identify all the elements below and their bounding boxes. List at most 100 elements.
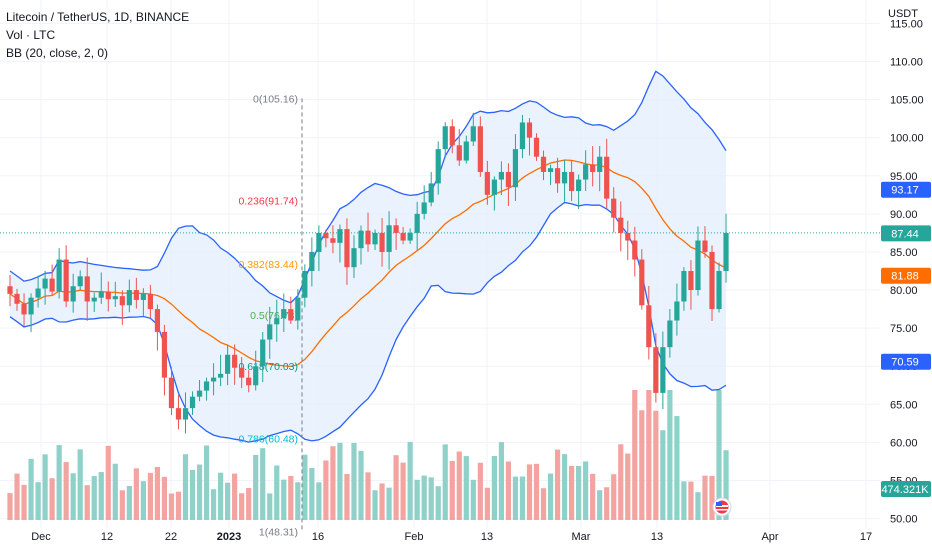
chart-legend: Litecoin / TetherUS, 1D, BINANCE Vol · L… bbox=[6, 8, 189, 62]
volume-bar bbox=[140, 481, 146, 520]
volume-bar bbox=[182, 454, 189, 520]
volume-bar bbox=[337, 442, 343, 520]
candle-body bbox=[119, 296, 125, 306]
y-tick-label: 115.00 bbox=[890, 18, 923, 30]
candle-body bbox=[56, 259, 62, 292]
fib-level-label: 0(105.16) bbox=[253, 93, 298, 105]
bollinger-indicator-label[interactable]: BB (20, close, 2, 0) bbox=[6, 46, 109, 60]
candle-body bbox=[611, 198, 617, 218]
candle-body bbox=[281, 309, 287, 319]
volume-bar bbox=[133, 468, 139, 520]
candle-body bbox=[98, 291, 104, 298]
volume-bar bbox=[393, 455, 399, 520]
volume-bar bbox=[253, 454, 259, 520]
candle-body bbox=[618, 217, 624, 233]
candle-body bbox=[133, 290, 139, 300]
fibonacci-retracement[interactable]: 0(105.16)0.236(91.74)0.382(83.44)0.5(76.… bbox=[238, 93, 303, 538]
volume-bar bbox=[112, 463, 118, 520]
candle-body bbox=[196, 390, 203, 397]
volume-bar bbox=[386, 487, 392, 520]
volume-bar bbox=[421, 475, 427, 520]
y-tick-label: 95.00 bbox=[890, 171, 918, 183]
x-tick-label: Feb bbox=[405, 531, 424, 543]
candle-body bbox=[295, 297, 301, 321]
x-tick-label: Mar bbox=[572, 531, 591, 543]
candle-body bbox=[14, 293, 20, 304]
candle-body bbox=[323, 232, 329, 239]
candle-body bbox=[421, 202, 427, 214]
volume-bar bbox=[267, 493, 273, 520]
volume-bar bbox=[302, 454, 308, 520]
y-tick-label: 65.00 bbox=[890, 399, 918, 411]
candle-body bbox=[28, 297, 34, 315]
volume-bar bbox=[702, 475, 708, 520]
volume-bar bbox=[295, 482, 301, 520]
volume-bar bbox=[428, 477, 434, 520]
price-tag bbox=[881, 267, 931, 284]
candle-body bbox=[175, 408, 182, 420]
candle-body bbox=[189, 396, 196, 409]
volume-bar bbox=[351, 442, 357, 520]
candle-body bbox=[112, 296, 118, 300]
volume-bar bbox=[49, 478, 55, 520]
volume-bar bbox=[674, 416, 680, 520]
candle-body bbox=[428, 183, 434, 203]
volume-bar bbox=[491, 456, 497, 520]
x-tick-label: 13 bbox=[481, 531, 493, 543]
x-tick-label: 22 bbox=[165, 531, 177, 543]
price-tag bbox=[881, 481, 931, 497]
volume-bar bbox=[358, 450, 364, 520]
candle-body bbox=[393, 225, 399, 233]
candle-body bbox=[330, 238, 336, 243]
candle-body bbox=[625, 232, 631, 241]
volume-bar bbox=[400, 462, 406, 520]
volume-bar bbox=[498, 442, 504, 520]
candle-body bbox=[674, 301, 680, 321]
volume-bar bbox=[232, 473, 238, 520]
volume-bar bbox=[688, 481, 694, 520]
candle-body bbox=[232, 354, 238, 368]
volume-bar bbox=[723, 450, 729, 520]
volume-bar bbox=[56, 445, 62, 520]
price-tag-label: 70.59 bbox=[891, 357, 919, 369]
time-axis[interactable]: Dec 12 22 2023 16 Feb 13 Mar 13 Apr 17 bbox=[31, 531, 872, 543]
volume-bar bbox=[519, 476, 526, 520]
candle-body bbox=[519, 122, 526, 150]
candle-body bbox=[161, 331, 168, 378]
candle-body bbox=[49, 278, 55, 292]
bollinger-lower-band bbox=[9, 201, 727, 443]
volume-bar bbox=[625, 453, 631, 520]
volume-bar bbox=[175, 491, 182, 520]
symbol-title[interactable]: Litecoin / TetherUS, 1D, BINANCE bbox=[6, 10, 190, 24]
volume-indicator-label[interactable]: Vol · LTC bbox=[6, 28, 56, 42]
volume-bar bbox=[463, 456, 469, 520]
volume-bar bbox=[695, 492, 701, 520]
y-tick-label: 60.00 bbox=[890, 437, 918, 449]
candle-body bbox=[491, 179, 497, 195]
volume-bar bbox=[274, 465, 280, 520]
fib-level-label: 0.236(91.74) bbox=[238, 196, 298, 208]
candle-body bbox=[653, 347, 659, 393]
candle-body bbox=[21, 303, 27, 315]
candle-body bbox=[723, 232, 729, 271]
volume-bar bbox=[119, 490, 125, 520]
candle-body bbox=[646, 305, 652, 348]
candle-body bbox=[547, 168, 554, 172]
candle-body bbox=[344, 229, 350, 268]
volume-bar bbox=[246, 488, 252, 520]
volume-bar bbox=[379, 483, 385, 520]
candle-body bbox=[253, 366, 259, 386]
candle-body bbox=[267, 324, 273, 340]
candle-body bbox=[274, 318, 280, 325]
candle-body bbox=[435, 149, 441, 184]
flag-icon[interactable] bbox=[712, 497, 732, 517]
candle-body bbox=[182, 408, 189, 420]
candle-body bbox=[597, 156, 603, 172]
volume-bar bbox=[189, 469, 196, 520]
candle-body bbox=[667, 320, 673, 348]
candle-body bbox=[569, 171, 575, 192]
volume-bar bbox=[365, 472, 371, 520]
candle-body bbox=[358, 230, 364, 249]
volume-bar bbox=[63, 462, 69, 520]
